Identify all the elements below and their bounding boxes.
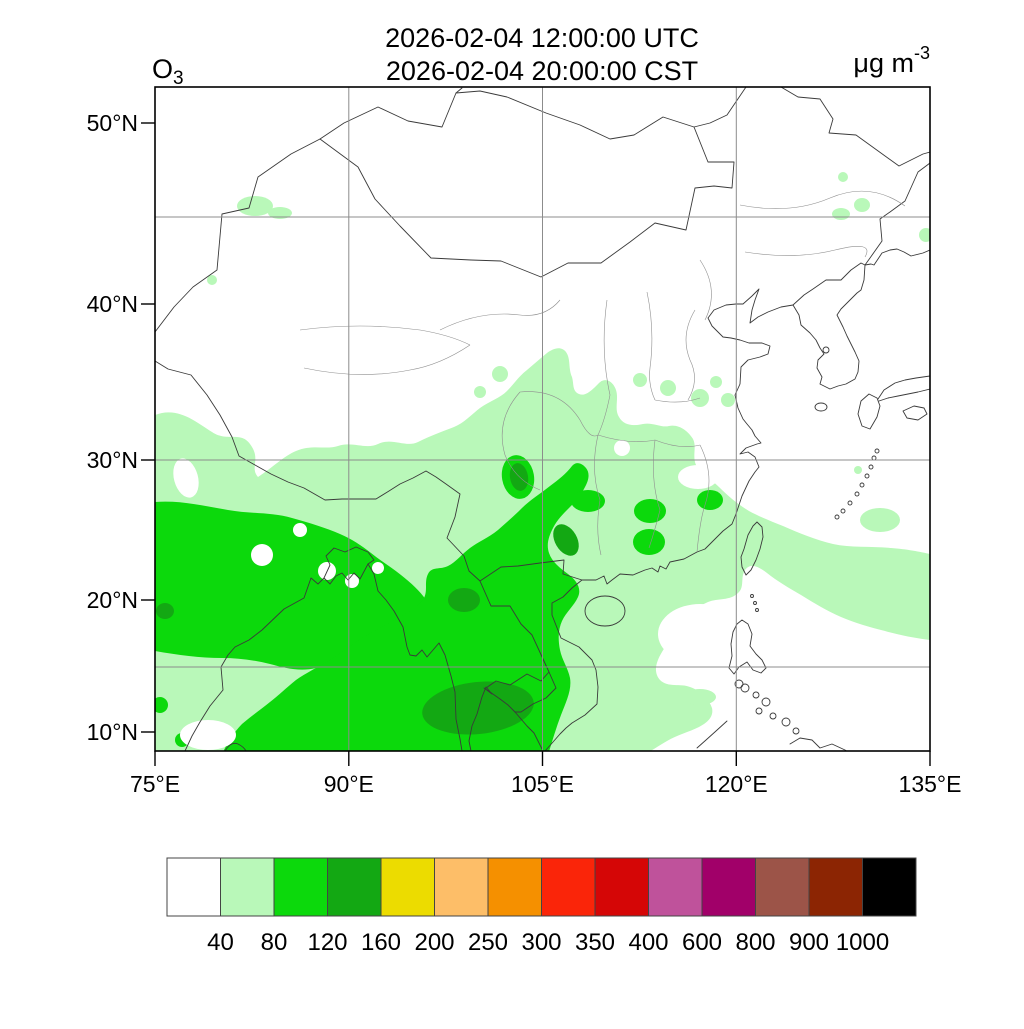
- x-tick-label: 120°E: [705, 771, 768, 797]
- y-tick-label: 40°N: [87, 291, 138, 317]
- x-tick-label: 90°E: [324, 771, 374, 797]
- y-tick-label: 30°N: [87, 447, 138, 473]
- gridlines: [155, 87, 930, 751]
- title-cst: 2026-02-04 20:00:00 CST: [386, 56, 698, 86]
- kyushu-island: [857, 393, 881, 430]
- colorbar-labels: 40 80 120 160 200 250 300 350 400 600 800 900 1000: [207, 929, 889, 956]
- colorbar-tick-label: 40: [207, 929, 234, 956]
- colorbar-tick-label: 200: [414, 929, 454, 956]
- hainan-island: [584, 595, 626, 627]
- country-borders: [155, 87, 930, 713]
- colorbar-cell: [166, 857, 221, 917]
- island-shapes: [584, 393, 928, 675]
- y-axis-ticks: 50°N 40°N 30°N 20°N 10°N: [87, 110, 155, 745]
- colorbar-cell: [862, 857, 917, 917]
- colorbar-cell: [220, 857, 275, 917]
- province-borders: [299, 190, 906, 556]
- species-label: O3: [152, 54, 184, 89]
- colorbar-tick-label: 250: [468, 929, 508, 956]
- colorbar-cell: [648, 857, 703, 917]
- contour-holes-below-40: [173, 396, 742, 750]
- x-axis-ticks: 75°E 90°E 105°E 120°E 135°E: [130, 751, 962, 797]
- x-tick-label: 105°E: [511, 771, 574, 797]
- colorbar-tick-label: 300: [521, 929, 561, 956]
- title-utc: 2026-02-04 12:00:00 UTC: [385, 23, 699, 53]
- colorbar-tick-label: 800: [735, 929, 775, 956]
- colorbar-cell: [594, 857, 649, 917]
- shikoku-island: [902, 405, 928, 421]
- colorbar-tick-label: 400: [628, 929, 668, 956]
- colorbar-tick-label: 120: [307, 929, 347, 956]
- y-tick-label: 50°N: [87, 110, 138, 136]
- colorbar-cell: [380, 857, 435, 917]
- x-tick-label: 135°E: [899, 771, 962, 797]
- luzon-island: [728, 619, 767, 675]
- colorbar-tick-label: 80: [261, 929, 288, 956]
- colorbar: [166, 857, 917, 917]
- taiwan-island: [740, 521, 764, 576]
- colorbar-tick-label: 160: [361, 929, 401, 956]
- colorbar-tick-label: 600: [682, 929, 722, 956]
- x-tick-label: 75°E: [130, 771, 180, 797]
- coastlines: [184, 248, 930, 751]
- colorbar-cell: [701, 857, 756, 917]
- map-panel: 50°N 40°N 30°N 20°N 10°N 75°E 90°E 105°E 120°E 1…: [87, 86, 962, 797]
- colorbar-tick-label: 1000: [836, 929, 889, 956]
- colorbar-cell: [273, 857, 328, 917]
- y-tick-label: 10°N: [87, 719, 138, 745]
- colorbar-cell: [434, 857, 489, 917]
- colorbar-cell: [808, 857, 863, 917]
- colorbar-cell: [487, 857, 542, 917]
- y-tick-label: 20°N: [87, 587, 138, 613]
- colorbar-cell: [541, 857, 596, 917]
- units-label: μg m-3: [853, 43, 930, 78]
- colorbar-tick-label: 350: [575, 929, 615, 956]
- colorbar-tick-label: 900: [789, 929, 829, 956]
- contour-fill-120-160: [156, 463, 579, 735]
- colorbar-cell: [327, 857, 382, 917]
- colorbar-cell: [755, 857, 810, 917]
